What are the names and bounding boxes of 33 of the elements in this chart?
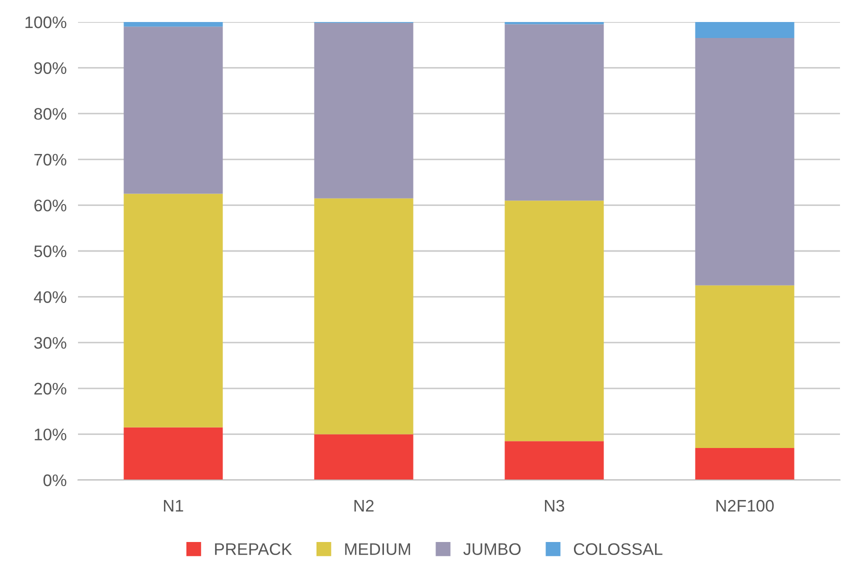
bar: [695, 448, 794, 480]
y-tick-label: 10%: [34, 428, 66, 440]
y-tick-label: 50%: [34, 245, 66, 258]
y-tick-label: 90%: [34, 62, 66, 74]
legend-label: MEDIUM: [345, 543, 410, 556]
y-tick-label: 100%: [26, 16, 66, 28]
y-tick-label: 0%: [43, 474, 66, 486]
bar: [314, 198, 414, 434]
legend-label: JUMBO: [463, 543, 521, 556]
bar: [124, 22, 223, 27]
legend-label: COLOSSAL: [574, 543, 662, 556]
y-tick-label: 20%: [34, 382, 66, 395]
bar: [504, 24, 604, 201]
legend-label: PREPACK: [215, 543, 292, 556]
x-tick-label: N3: [544, 500, 564, 512]
y-tick-label: 40%: [34, 291, 66, 304]
y-tick-label: 70%: [34, 154, 66, 166]
x-tick-label: N1: [164, 500, 184, 512]
bar: [124, 427, 223, 480]
y-tick-label: 30%: [34, 337, 66, 349]
bar: [504, 200, 604, 442]
bar: [314, 22, 414, 198]
bar: [695, 38, 794, 286]
bar: [314, 434, 414, 480]
bar: [504, 441, 604, 480]
bar: [124, 26, 223, 194]
bar: [695, 285, 794, 448]
x-tick-label: N2: [354, 500, 374, 512]
x-tick-label: N2F100: [716, 500, 774, 512]
y-tick-label: 60%: [34, 200, 66, 212]
bar: [695, 22, 794, 38]
bar: [124, 194, 223, 428]
y-tick-label: 80%: [34, 108, 66, 120]
